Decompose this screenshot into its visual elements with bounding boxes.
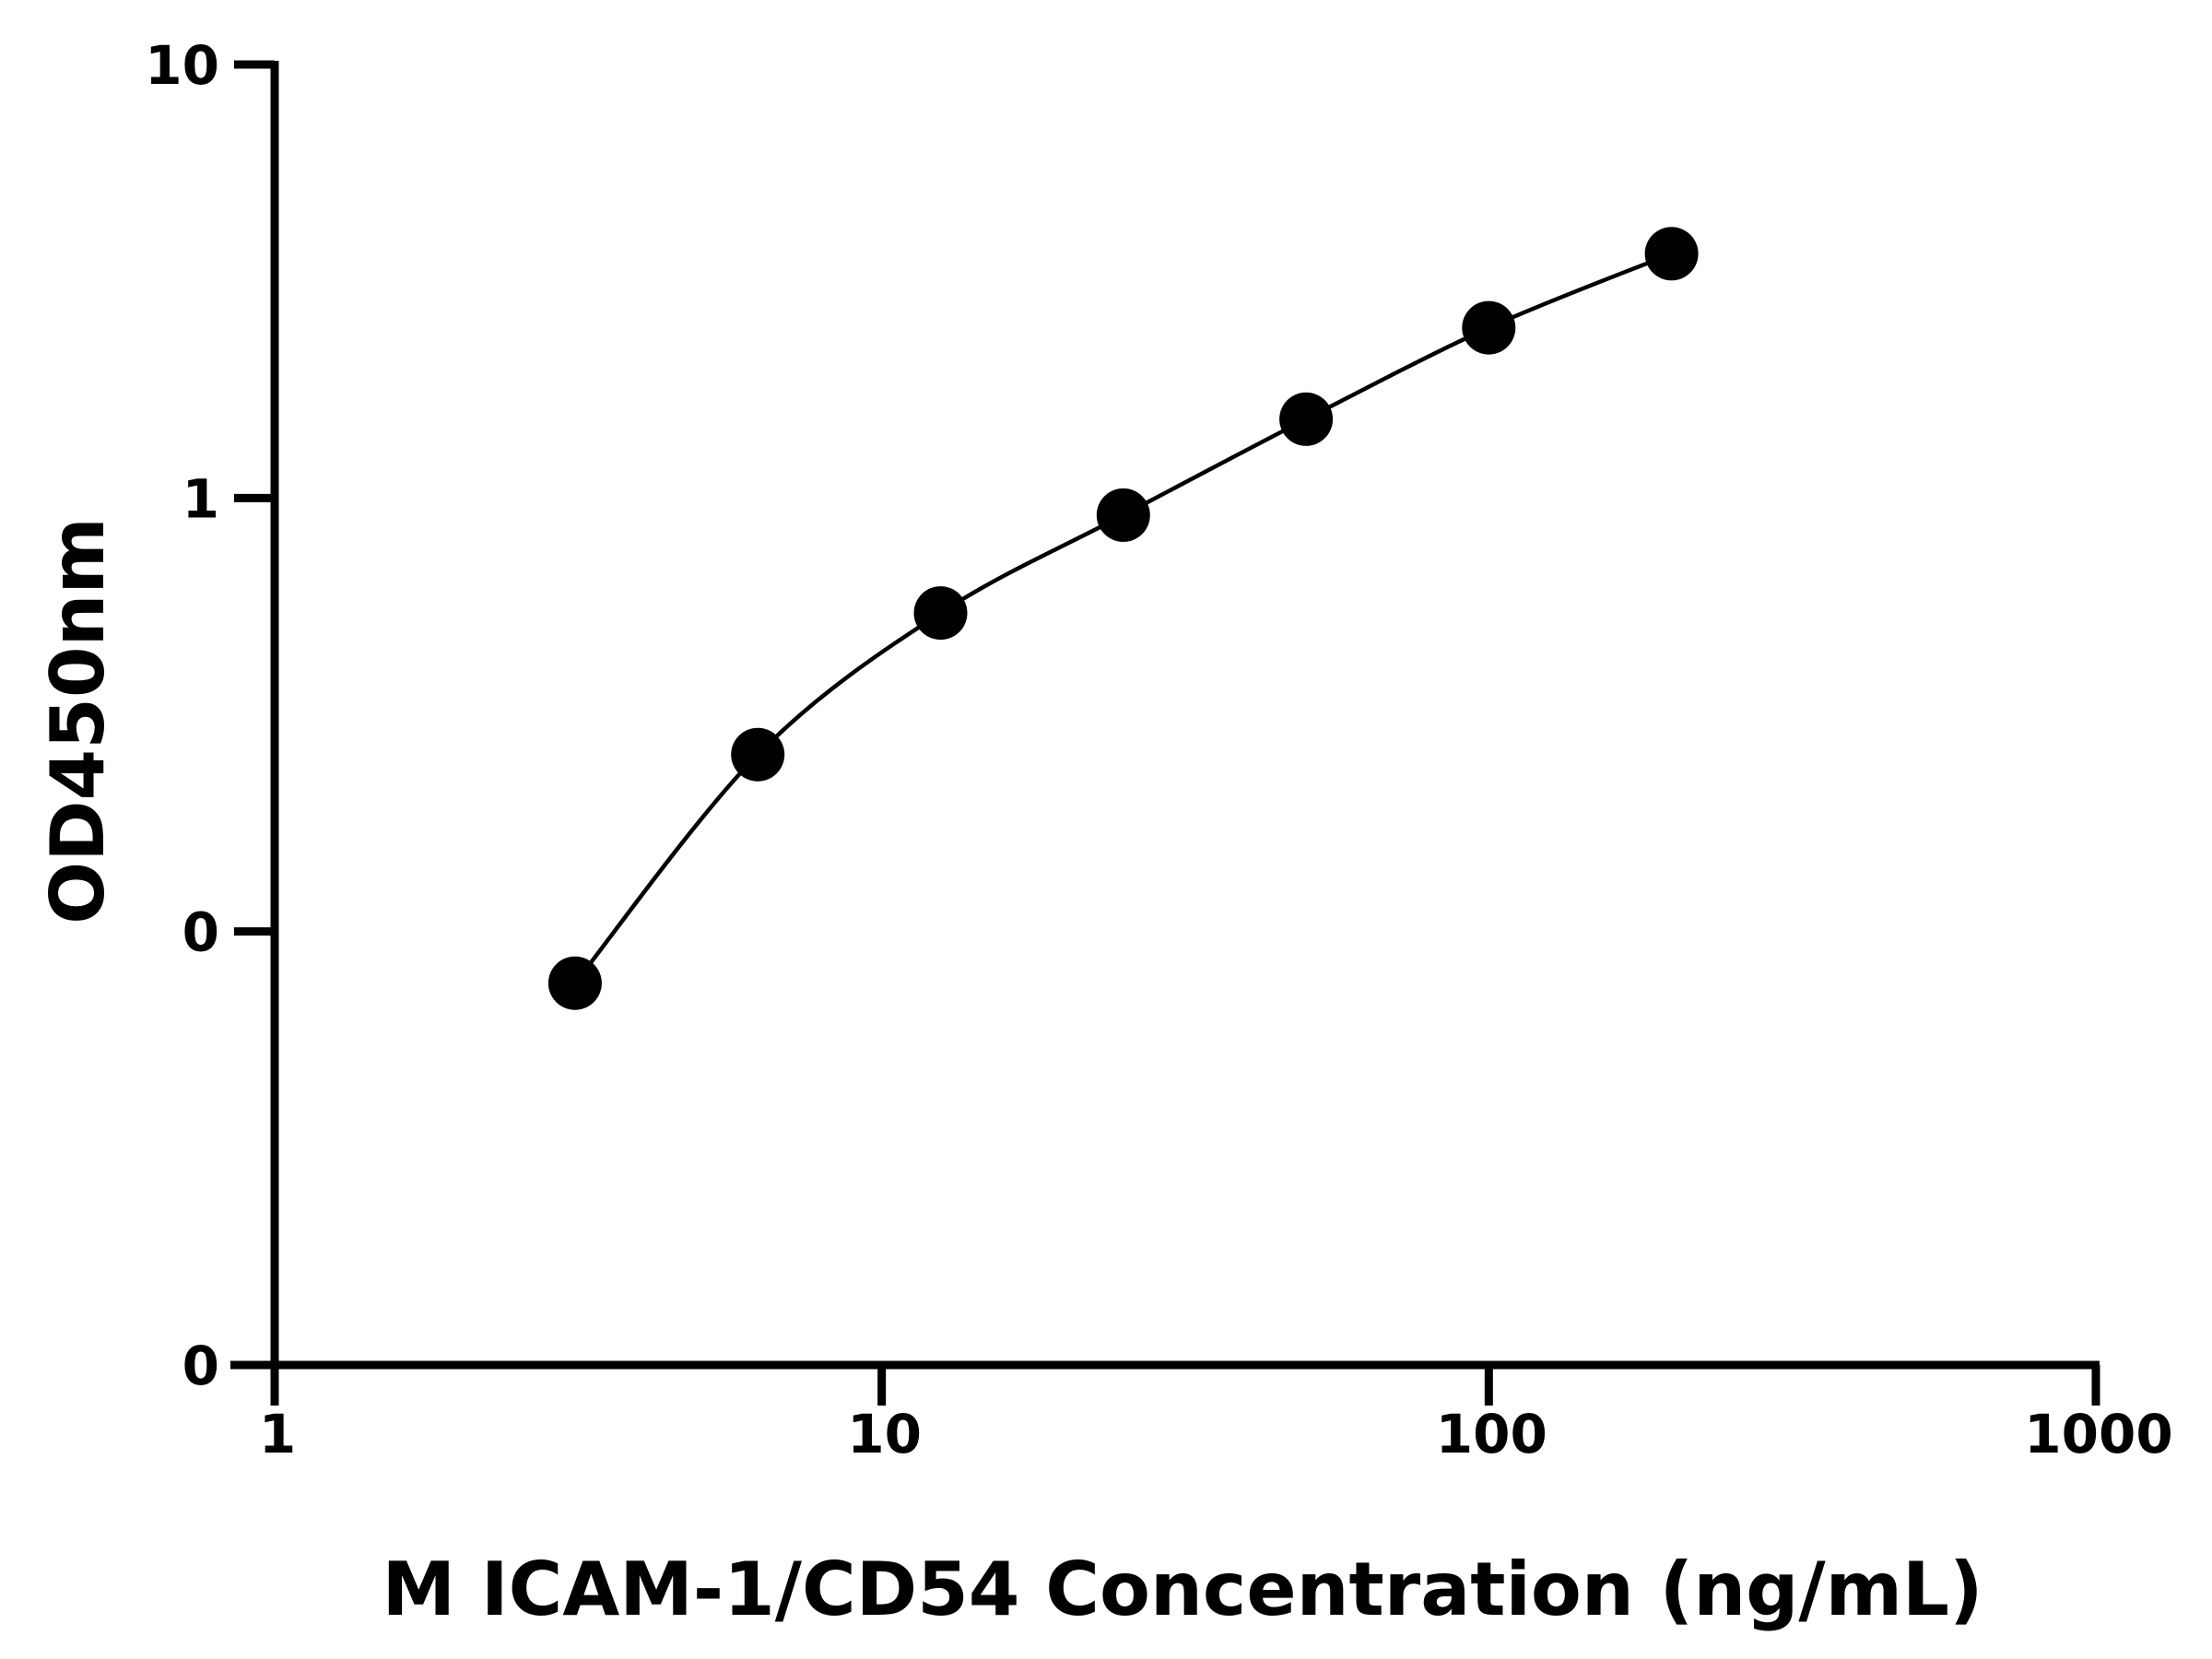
y-tick-label: 0 — [182, 1335, 219, 1397]
data-point — [1462, 300, 1516, 355]
axes — [230, 61, 2100, 1370]
x-tick-label: 10 — [847, 1403, 922, 1465]
x-tick-label: 1000 — [2024, 1403, 2172, 1465]
data-point — [1279, 392, 1334, 446]
data-point — [731, 727, 785, 782]
data-point — [1096, 488, 1150, 542]
fit-curve-layer — [573, 252, 1673, 985]
data-point — [913, 586, 968, 641]
data-point — [547, 956, 602, 1010]
data-points-layer — [547, 227, 1699, 1010]
x-axis-title: M ICAM-1/CD54 Concentration (ng/mL) — [382, 1547, 1983, 1632]
y-tick-label: 1 — [182, 467, 219, 530]
y-tick-label: 0 — [182, 901, 219, 964]
y-axis-title: OD450nm — [35, 517, 121, 924]
x-tick-label: 1 — [259, 1403, 296, 1465]
x-tick-label: 100 — [1436, 1403, 1547, 1465]
data-point — [1644, 227, 1699, 281]
fit-curve — [573, 252, 1673, 985]
y-tick-label: 10 — [145, 34, 219, 97]
